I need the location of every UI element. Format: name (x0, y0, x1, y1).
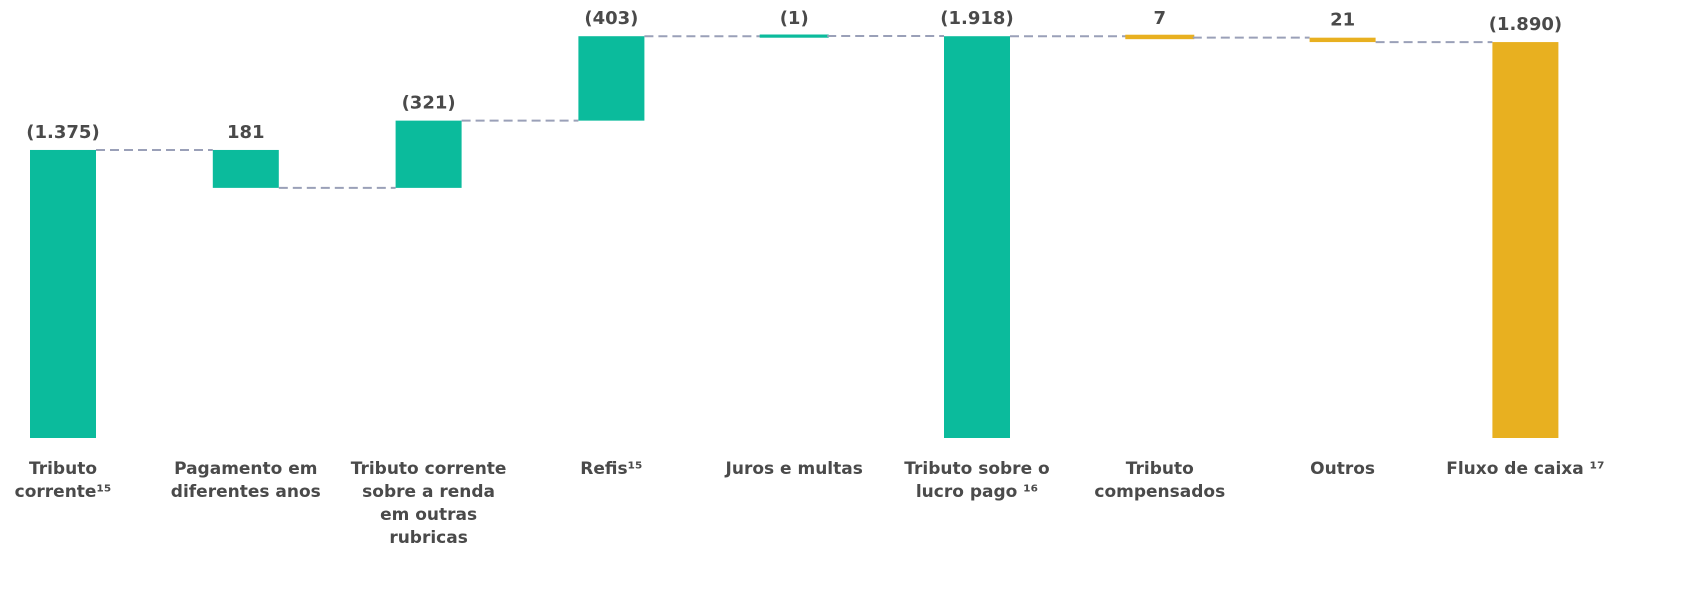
value-label: 181 (227, 122, 265, 143)
value-label: (1.918) (940, 8, 1013, 29)
value-label: 21 (1330, 10, 1355, 31)
bar (30, 149, 96, 438)
value-label: 7 (1154, 8, 1167, 29)
bar (1309, 37, 1376, 43)
category-label: Tributo corrente¹⁵ (14, 459, 112, 502)
category-label: Pagamento em diferentes anos (170, 459, 321, 502)
category-label: Tributo compensados (1094, 459, 1226, 502)
bar (1125, 34, 1195, 40)
value-label: (1.890) (1489, 14, 1562, 35)
category-label: Juros e multas (725, 459, 863, 479)
bar (944, 36, 1010, 439)
bar (395, 120, 462, 188)
bar (1492, 42, 1559, 438)
category-label: Refis¹⁵ (580, 459, 643, 479)
category-label: Tributo sobre o lucro pago ¹⁶ (904, 459, 1050, 502)
value-label: (1.375) (26, 122, 99, 143)
value-label: (1) (780, 8, 809, 29)
category-label: Fluxo de caixa ¹⁷ (1446, 459, 1605, 479)
bar (212, 149, 279, 188)
category-label: Tributo corrente sobre a renda em outras… (350, 459, 507, 548)
category-label: Outros (1310, 459, 1376, 479)
bar (578, 36, 645, 121)
value-label: (321) (402, 93, 456, 114)
value-label: (403) (584, 8, 638, 29)
